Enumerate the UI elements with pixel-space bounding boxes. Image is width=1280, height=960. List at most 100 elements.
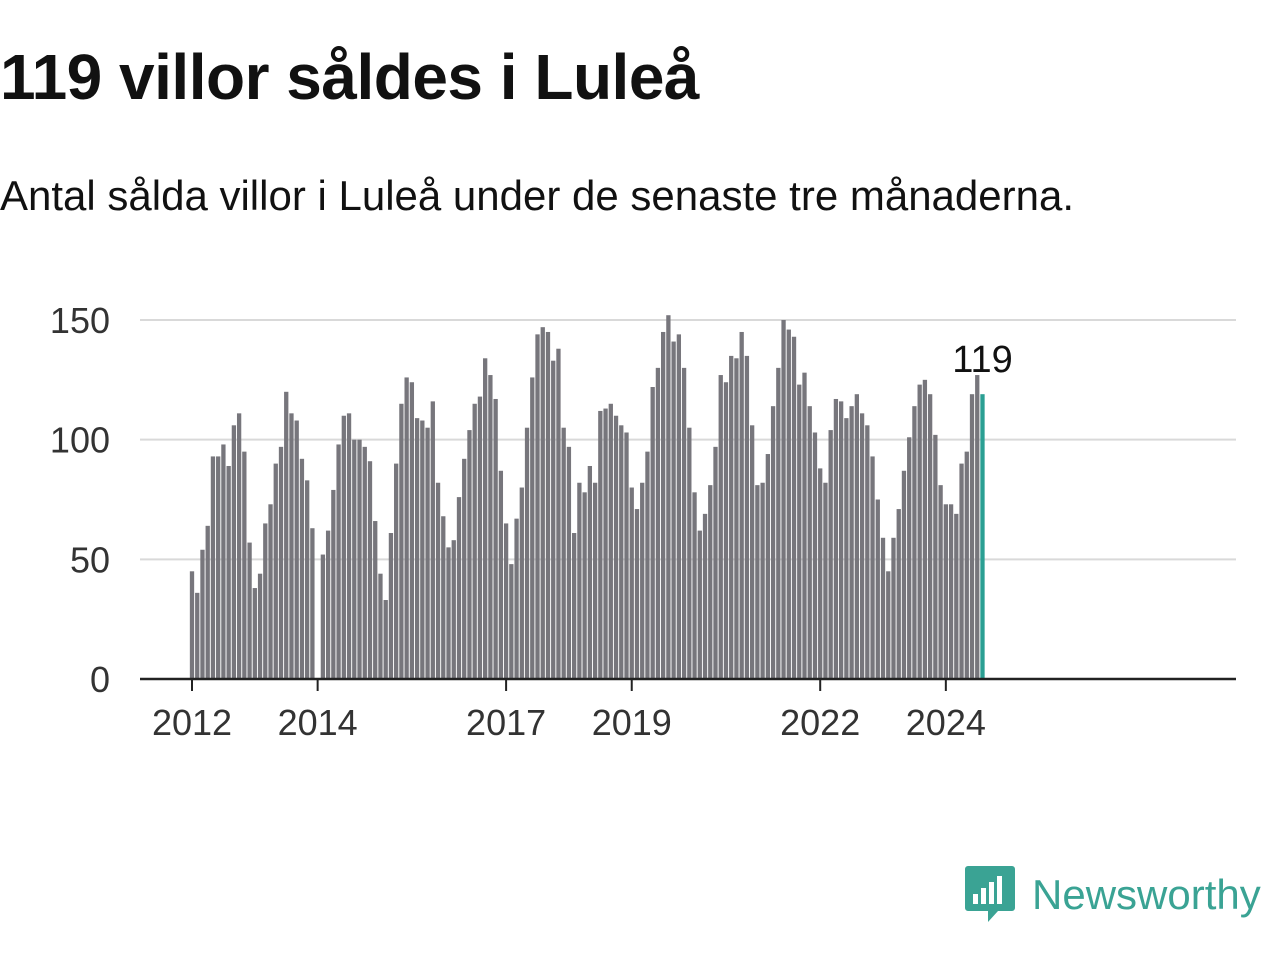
bar-22: [305, 480, 310, 679]
bar-56: [483, 358, 488, 679]
value-callout: 119: [952, 339, 1013, 381]
bar-0: [189, 571, 195, 679]
bar-6: [221, 444, 226, 679]
bar-121: [823, 482, 828, 679]
bar-144: [943, 504, 948, 679]
x-tick-label-2017: 2017: [466, 702, 546, 743]
x-tick-label-2012: 2012: [152, 702, 232, 743]
bar-57: [488, 375, 493, 679]
bar-17: [278, 446, 284, 679]
bar-20: [294, 420, 299, 679]
bar-35: [373, 521, 378, 679]
bar-65: [530, 377, 535, 679]
bar-90: [661, 331, 666, 679]
bar-80: [608, 403, 613, 679]
y-axis-labels: 0 50 100 150: [50, 300, 110, 700]
bar-chart: 0 50 100 150 2012 2014 2017 2019 2022 2024 119: [50, 300, 1236, 743]
bar-148: [964, 451, 969, 679]
bar-120: [818, 468, 823, 679]
bar-125: [844, 418, 849, 679]
bar-109: [760, 482, 765, 679]
bar-112: [776, 367, 781, 679]
bar-33: [362, 446, 367, 679]
bar-18: [284, 391, 289, 679]
bar-32: [357, 439, 362, 679]
bar-7: [226, 465, 231, 679]
bar-132: [880, 537, 886, 679]
bar-83: [624, 432, 629, 679]
brand-logo: Newsworthy: [964, 864, 1261, 926]
bar-48: [441, 516, 446, 679]
bar-128: [859, 413, 865, 679]
bar-116: [797, 384, 802, 679]
bar-13: [257, 573, 263, 679]
chart-title: 119 villor såldes i Luleå: [0, 41, 700, 113]
chart-subtitle: Antal sålda villor i Luleå under de sena…: [0, 172, 1074, 219]
bar-73: [572, 533, 577, 679]
bar-34: [367, 461, 373, 679]
bar-21: [299, 458, 305, 679]
bar-12: [252, 588, 257, 679]
bar-62: [514, 518, 519, 679]
bar-138: [912, 406, 917, 679]
bar-79: [603, 408, 608, 679]
bar-53: [467, 430, 472, 679]
bar-94: [681, 367, 687, 679]
bar-99: [708, 485, 713, 679]
y-tick-label-50: 50: [70, 539, 110, 580]
bar-118: [807, 406, 812, 679]
bar-30: [346, 413, 352, 679]
x-tick-label-2024: 2024: [906, 702, 986, 743]
bar-93: [676, 334, 682, 679]
bar-64: [524, 427, 530, 679]
x-tick-label-2014: 2014: [278, 702, 358, 743]
bar-122: [828, 430, 833, 679]
bar-87: [645, 451, 650, 679]
bar-61: [509, 564, 514, 679]
bar-10: [242, 451, 247, 679]
bar-103: [729, 355, 734, 679]
bar-97: [697, 530, 702, 679]
bar-145: [948, 504, 954, 679]
bar-92: [671, 341, 676, 679]
x-axis: [140, 677, 1236, 691]
bar-37: [383, 600, 388, 679]
bar-42: [409, 382, 415, 679]
bar-124: [838, 401, 844, 679]
bar-66: [535, 334, 540, 679]
bar-14: [263, 523, 268, 679]
bar-chart-speech-bubble-icon: [965, 866, 1015, 922]
bar-127: [854, 394, 859, 679]
y-tick-label-150: 150: [50, 300, 110, 341]
bar-89: [655, 367, 661, 679]
bar-126: [849, 406, 854, 679]
bar-117: [802, 372, 807, 679]
bar-78: [598, 410, 603, 679]
bar-54: [472, 403, 477, 679]
bar-137: [907, 437, 912, 679]
bar-25: [320, 554, 326, 679]
bar-67: [540, 327, 545, 679]
bar-51: [456, 497, 462, 679]
bar-41: [404, 377, 409, 679]
x-tick-label-2022: 2022: [780, 702, 860, 743]
bar-111: [770, 406, 776, 679]
bar-129: [865, 425, 870, 679]
bar-100: [713, 446, 718, 679]
bar-series: [189, 315, 985, 679]
y-tick-label-100: 100: [50, 420, 110, 461]
bar-16: [273, 463, 278, 679]
bar-71: [561, 427, 566, 679]
bar-74: [577, 482, 582, 679]
bar-76: [587, 465, 593, 679]
bar-45: [425, 427, 430, 679]
bar-28: [336, 444, 341, 679]
bar-133: [886, 571, 891, 679]
bar-38: [388, 533, 394, 679]
bar-114: [786, 329, 791, 679]
bar-5: [216, 456, 221, 679]
bar-4: [210, 456, 216, 679]
bar-104: [734, 358, 739, 679]
bar-59: [498, 470, 504, 679]
bar-3: [205, 525, 210, 679]
